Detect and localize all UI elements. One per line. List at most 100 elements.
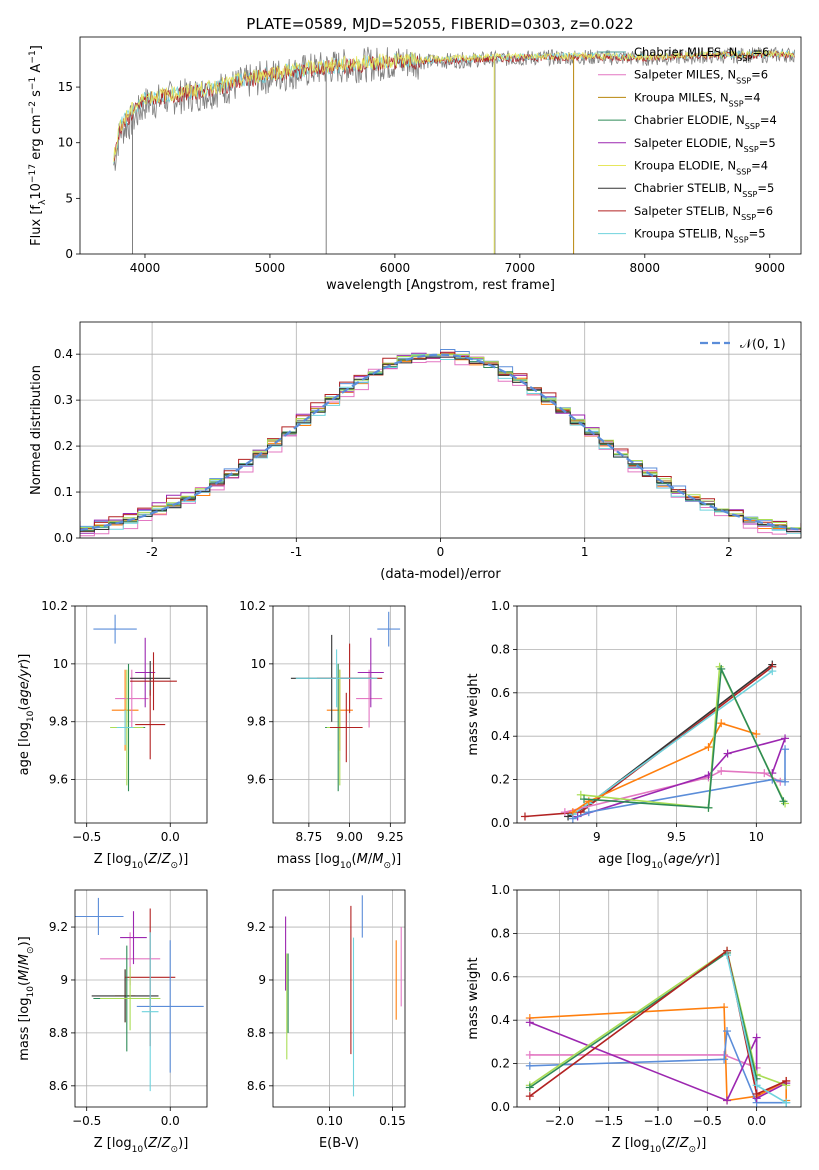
panel-mass_weight_vs_Z: −2.0 −1.5 −1.0 −0.5 0.0 0.0 0.2 0.4 0.6 0.8 1.0 Z […	[466, 883, 802, 1155]
x-tick-label: −1.0	[643, 1114, 672, 1128]
legend-entry: Chabrier STELIB, NSSP=5	[634, 181, 774, 199]
x-tick-label: 0.10	[316, 1114, 343, 1128]
y-tick-label: 0.2	[54, 439, 73, 453]
reference-legend-label: 𝒩(0, 1)	[740, 336, 786, 351]
y-tick-label: 9.6	[247, 773, 266, 787]
x-tick-label: −1.5	[594, 1114, 623, 1128]
x-axis-label: E(B-V)	[319, 1136, 359, 1151]
model-spectrum	[113, 50, 795, 161]
y-tick-label: 8.8	[49, 1026, 68, 1040]
y-tick-label: 9	[258, 973, 266, 987]
legend-entry: Chabrier ELODIE, NSSP=4	[634, 113, 777, 131]
y-tick-label: 0.3	[54, 393, 73, 407]
y-tick-label: 0	[65, 247, 73, 261]
y-tick-label: 0.4	[491, 729, 510, 743]
x-tick-label: 8000	[630, 261, 661, 275]
plot-area-residuals	[80, 349, 801, 537]
legend-entry: Kroupa MILES, NSSP=4	[634, 90, 761, 108]
x-tick-label: −0.5	[72, 1114, 101, 1128]
figure-title: PLATE=0589, MJD=52055, FIBERID=0303, z=0…	[246, 15, 633, 33]
y-axis-label: age [log10(age/yr)]	[17, 654, 36, 776]
x-tick-label: 2	[725, 545, 733, 559]
x-tick-label: 5000	[255, 261, 286, 275]
reference-gaussian	[80, 353, 801, 531]
x-tick-label: 0.0	[747, 1114, 766, 1128]
y-axis-label: Flux [fλ10−17 erg cm−2 s−1 A−1]	[28, 45, 48, 246]
legend-entry: Salpeter ELODIE, NSSP=5	[634, 136, 776, 154]
x-tick-label: -1	[290, 545, 302, 559]
panel-residuals: -2 -1 0 1 2 0.0 0.1 0.2 0.3 0.4 𝒩(0, 1) (data-model…	[29, 321, 802, 582]
panel-age_vs_mass: 8.75 9.00 9.25 9.6 9.8 10 10.2 mass [log10(M/M⊙…	[239, 599, 406, 871]
y-tick-label: 10.2	[239, 599, 266, 613]
y-tick-label: 9	[60, 973, 68, 987]
plot-area-mass_vs_Z	[75, 897, 204, 1092]
legend-entry: Salpeter STELIB, NSSP=6	[634, 204, 773, 222]
x-axis-label: Z [log10(Z/Z⊙)]	[94, 1136, 189, 1155]
y-axis-label: mass weight	[466, 673, 481, 755]
legend-entry: Kroupa STELIB, NSSP=5	[634, 227, 766, 245]
x-tick-label: 7000	[505, 261, 536, 275]
y-tick-label: 10	[58, 136, 73, 150]
x-axis-label: age [log10(age/yr)]	[598, 852, 720, 871]
observed-spectrum	[113, 46, 795, 171]
y-tick-label: 0.0	[54, 531, 73, 545]
legend: Chabrier MILES, NSSP=6 Salpeter MILES, NS…	[598, 45, 777, 244]
y-tick-label: 0.8	[491, 926, 510, 940]
axes-frame	[516, 889, 802, 1108]
x-tick-label: −2.0	[545, 1114, 574, 1128]
x-axis-label: mass [log10(M/M⊙)]	[277, 852, 401, 871]
y-tick-label: 0.0	[491, 816, 510, 830]
y-axis-label: mass [log10(M/M⊙)]	[17, 936, 36, 1060]
x-tick-label: 1	[581, 545, 589, 559]
y-tick-label: 9.2	[49, 920, 68, 934]
axes-frame	[272, 605, 406, 824]
y-tick-label: 9.8	[247, 715, 266, 729]
y-tick-label: 5	[65, 191, 73, 205]
axes-frame	[79, 321, 802, 539]
axes-frame	[272, 889, 406, 1108]
x-tick-label: 8.75	[295, 830, 322, 844]
y-tick-label: 15	[58, 80, 73, 94]
y-tick-label: 8.8	[247, 1026, 266, 1040]
model-spectrum	[113, 49, 795, 163]
x-axis-label: Z [log10(Z/Z⊙)]	[612, 1136, 707, 1155]
x-tick-label: 9.25	[377, 830, 404, 844]
x-tick-label: 9000	[754, 261, 785, 275]
panel-mass_vs_Z: −0.5 0.0 8.6 8.8 9 9.2 Z [log10(Z/Z⊙)] mass [lo…	[17, 889, 208, 1155]
x-tick-label: 9.5	[667, 830, 686, 844]
y-tick-label: 9.2	[247, 920, 266, 934]
x-tick-label: 0	[437, 545, 445, 559]
y-tick-label: 8.6	[49, 1079, 68, 1093]
y-axis-label: mass weight	[466, 957, 481, 1039]
panel-mass_vs_EBV: 0.10 0.15 8.6 8.8 9 9.2 E(B-V)	[247, 889, 406, 1151]
y-tick-label: 0.2	[491, 773, 510, 787]
axes-frame	[79, 36, 802, 255]
y-tick-label: 0.8	[491, 642, 510, 656]
x-tick-label: −0.5	[693, 1114, 722, 1128]
y-tick-label: 10	[251, 657, 266, 671]
x-axis-label: Z [log10(Z/Z⊙)]	[94, 852, 189, 871]
y-tick-label: 0.6	[491, 970, 510, 984]
y-axis-label: Normed distribution	[29, 365, 44, 495]
x-axis-label: wavelength [Angstrom, rest frame]	[326, 278, 555, 293]
axes-frame	[74, 605, 208, 824]
panel-age_vs_Z: −0.5 0.0 9.6 9.8 10 10.2 Z [log10(Z/Z⊙)] age [l…	[17, 599, 208, 871]
x-axis-label: (data-model)/error	[380, 567, 501, 582]
x-tick-label: 9.00	[336, 830, 363, 844]
legend-entry: Salpeter MILES, NSSP=6	[634, 68, 768, 86]
y-tick-label: 10	[53, 657, 68, 671]
y-tick-label: 8.6	[247, 1079, 266, 1093]
plot-area-spectrum	[113, 46, 795, 254]
y-tick-label: 9.8	[49, 715, 68, 729]
y-tick-label: 0.4	[54, 347, 73, 361]
residual-histogram	[80, 356, 801, 532]
weight-line	[583, 665, 785, 809]
panel-spectrum: 4000 5000 6000 7000 8000 9000 0 5 10 15 wavelength…	[28, 36, 802, 293]
y-tick-label: 0.0	[491, 1100, 510, 1114]
panel-mass_weight_vs_age: 9 9.5 10 0.0 0.2 0.4 0.6 0.8 1.0 age [log10(age/y…	[466, 599, 802, 871]
plot-area-mass_vs_EBV	[285, 895, 402, 1097]
y-tick-label: 9.6	[49, 773, 68, 787]
axes-frame	[74, 889, 208, 1108]
x-tick-label: 0.0	[161, 830, 180, 844]
